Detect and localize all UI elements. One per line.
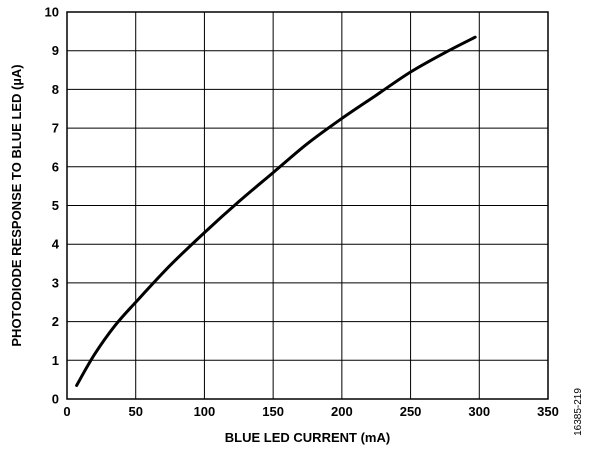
- x-tick-label: 150: [262, 404, 284, 419]
- x-tick-label: 100: [194, 404, 216, 419]
- x-tick-labels: 0 50 100 150 200 250 300 350: [63, 404, 558, 419]
- series-line: [75, 35, 477, 387]
- y-tick-labels: 0 1 2 3 4 5 6 7 8 9 10: [45, 5, 60, 407]
- y-axis-title: PHOTODIODE RESPONSE TO BLUE LED (µA): [9, 64, 24, 346]
- plot-frame: [66, 11, 549, 400]
- y-tick-label: 0: [52, 392, 59, 407]
- y-tick-label: 9: [52, 43, 59, 58]
- y-tick-label: 10: [45, 5, 59, 20]
- x-tick-label: 350: [537, 404, 559, 419]
- y-tick-label: 4: [52, 237, 60, 252]
- gridlines: [67, 12, 548, 399]
- figure-id: 16385-219: [573, 388, 584, 436]
- y-tick-label: 6: [52, 159, 59, 174]
- y-tick-label: 3: [52, 275, 59, 290]
- x-tick-label: 250: [400, 404, 422, 419]
- x-tick-label: 200: [331, 404, 353, 419]
- y-tick-label: 2: [52, 314, 59, 329]
- x-tick-label: 50: [128, 404, 142, 419]
- x-axis-title: BLUE LED CURRENT (mA): [225, 430, 390, 445]
- y-tick-label: 1: [52, 353, 59, 368]
- x-tick-label: 0: [63, 404, 70, 419]
- x-tick-label: 300: [468, 404, 490, 419]
- y-tick-label: 5: [52, 198, 59, 213]
- y-tick-label: 7: [52, 121, 59, 136]
- data-series: [75, 35, 477, 387]
- y-tick-label: 8: [52, 82, 59, 97]
